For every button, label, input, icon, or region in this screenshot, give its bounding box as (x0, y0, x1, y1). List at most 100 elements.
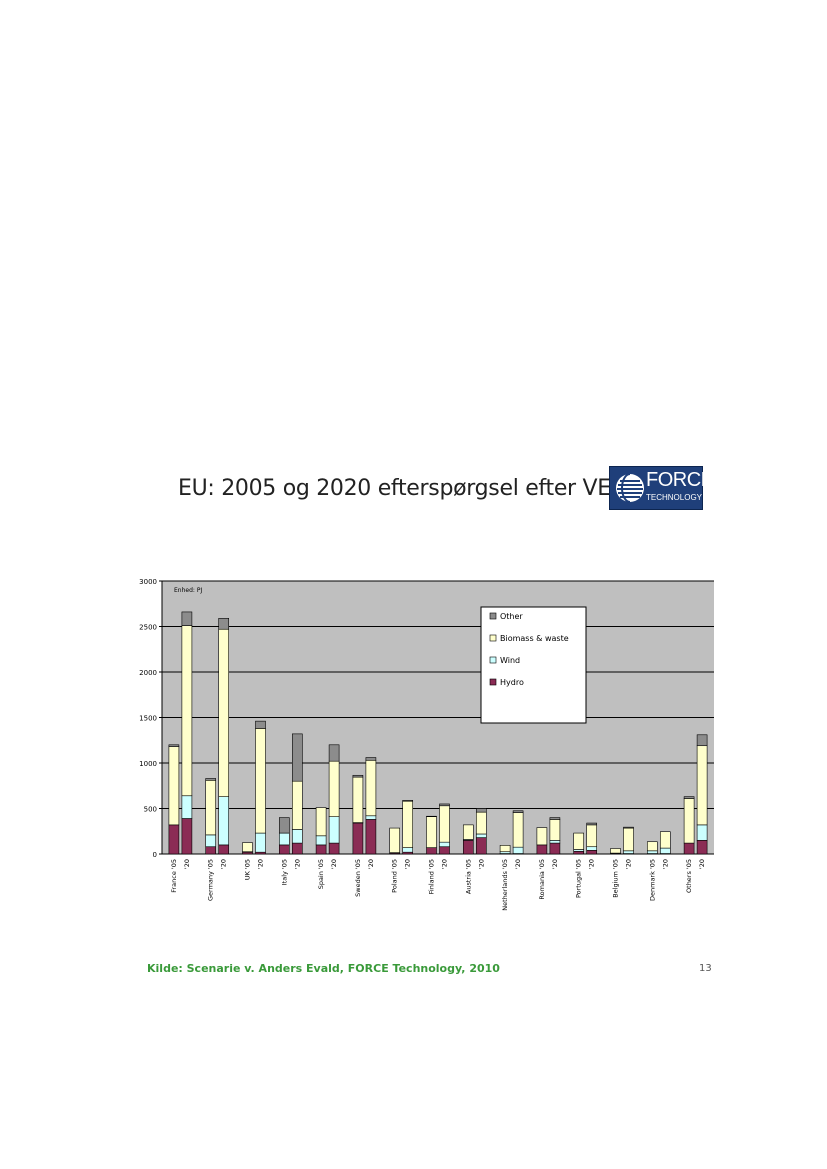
slide-title: EU: 2005 og 2020 efterspørgsel efter VE (178, 476, 611, 501)
legend-label: Hydro (500, 678, 524, 687)
x-tick-label: '20 (477, 859, 485, 869)
bar-segment-other (328, 744, 340, 762)
bar-segment-biomass-waste (292, 780, 303, 830)
bar-segment-biomass-waste (352, 776, 364, 823)
x-tick-label: Belgium '05 (612, 859, 620, 898)
x-tick-label: '20 (293, 859, 301, 869)
bar-segment-biomass-waste (475, 811, 487, 835)
bar-segment-biomass-waste (402, 800, 414, 848)
x-tick-label: '20 (514, 859, 522, 869)
x-tick-label: Germany '05 (207, 859, 215, 901)
bar-segment-wind (292, 829, 303, 844)
bar-segment-hydro (365, 819, 377, 855)
bar-segment-hydro (181, 818, 193, 855)
legend-label: Other (500, 612, 523, 621)
bar-segment-other (292, 733, 303, 782)
page-number: 13 (699, 963, 712, 974)
bar-segment-hydro (573, 850, 585, 855)
x-tick-label: Netherlands '05 (501, 859, 509, 911)
bar-segment-wind (512, 846, 524, 854)
legend-swatch (489, 634, 497, 642)
bar-segment-wind (439, 841, 450, 848)
x-tick-label: '20 (404, 859, 412, 869)
unit-label: Enhed: PJ (174, 587, 202, 594)
bar-segment-wind (328, 816, 340, 844)
bar-segment-biomass-waste (168, 746, 180, 826)
bar-segment-biomass-waste (315, 807, 327, 837)
x-tick-label: '20 (367, 859, 375, 869)
bar-segment-hydro (549, 842, 561, 855)
bar-segment-other (439, 803, 450, 807)
bar-segment-biomass-waste (462, 824, 474, 840)
x-tick-label: '20 (220, 859, 228, 869)
bar-segment-hydro (439, 846, 450, 855)
bar-segment-other (168, 744, 180, 747)
x-tick-label: '20 (625, 859, 633, 869)
bar-segment-other (586, 822, 598, 826)
bar-segment-other (696, 734, 708, 747)
bar-segment-hydro (315, 844, 327, 855)
bar-segment-other (365, 757, 377, 761)
bar-segment-biomass-waste (659, 831, 671, 849)
bar-segment-hydro (683, 842, 695, 855)
bar-segment-wind (181, 795, 193, 819)
x-tick-label: Romania '05 (538, 859, 546, 900)
legend-label: Wind (500, 656, 520, 665)
y-tick-label: 0 (153, 851, 157, 859)
bar-segment-wind (315, 835, 327, 846)
bar-segment-wind (402, 847, 414, 853)
bar-segment-other (218, 618, 229, 630)
bar-segment-hydro (218, 844, 229, 855)
bar-segment-wind (365, 815, 377, 820)
x-tick-label: Poland '05 (391, 859, 399, 893)
bar-segment-biomass-waste (536, 827, 548, 846)
legend-label: Biomass & waste (500, 634, 569, 643)
bar-segment-biomass-waste (573, 832, 585, 850)
bar-segment-hydro (426, 847, 437, 855)
bar-segment-other (623, 826, 634, 829)
x-tick-label: Austria '05 (464, 859, 472, 894)
logo-wordmark: FORCE (646, 469, 714, 491)
bar-segment-biomass-waste (426, 816, 437, 848)
bar-segment-biomass-waste (499, 845, 511, 853)
bar-segment-biomass-waste (623, 827, 634, 852)
bar-segment-biomass-waste (389, 827, 401, 853)
bar-segment-biomass-waste (205, 779, 216, 836)
bar-segment-biomass-waste (512, 812, 524, 848)
y-tick-label: 500 (144, 806, 157, 814)
bar-segment-hydro (205, 846, 216, 855)
source-caption: Kilde: Scenarie v. Anders Evald, FORCE T… (147, 962, 500, 975)
bar-segment-hydro (586, 850, 598, 855)
y-tick-label: 2500 (139, 624, 157, 632)
bar-segment-wind (549, 840, 561, 844)
globe-icon (616, 473, 644, 503)
bar-segment-hydro (352, 822, 364, 855)
bar-segment-other (683, 796, 695, 799)
bar-segment-wind (255, 832, 266, 853)
bar-segment-biomass-waste (181, 625, 193, 797)
bar-segment-wind (623, 850, 634, 854)
bar-segment-biomass-waste (439, 805, 450, 843)
bar-segment-biomass-waste (365, 759, 377, 817)
x-tick-label: '20 (257, 859, 265, 869)
bar-segment-biomass-waste (218, 628, 229, 797)
y-tick-label: 2000 (139, 669, 157, 677)
x-tick-label: '20 (183, 859, 191, 869)
bar-segment-biomass-waste (683, 798, 695, 844)
x-tick-label: UK '05 (244, 859, 252, 880)
bar-segment-other (549, 817, 561, 820)
y-tick-label: 1000 (139, 760, 157, 768)
bar-segment-biomass-waste (610, 848, 621, 854)
force-logo: FORCE TECHNOLOGY (609, 466, 714, 510)
bar-segment-hydro (462, 840, 474, 855)
bar-segment-wind (205, 834, 216, 848)
logo-subtitle: TECHNOLOGY (646, 493, 703, 502)
legend-box (480, 606, 587, 724)
x-tick-label: '20 (330, 859, 338, 869)
bar-segment-wind (659, 847, 671, 854)
bar-segment-hydro (279, 844, 290, 855)
bar-segment-other (205, 778, 216, 781)
bar-segment-wind (218, 796, 229, 846)
bar-segment-wind (279, 832, 290, 846)
bar-segment-other (512, 810, 524, 813)
